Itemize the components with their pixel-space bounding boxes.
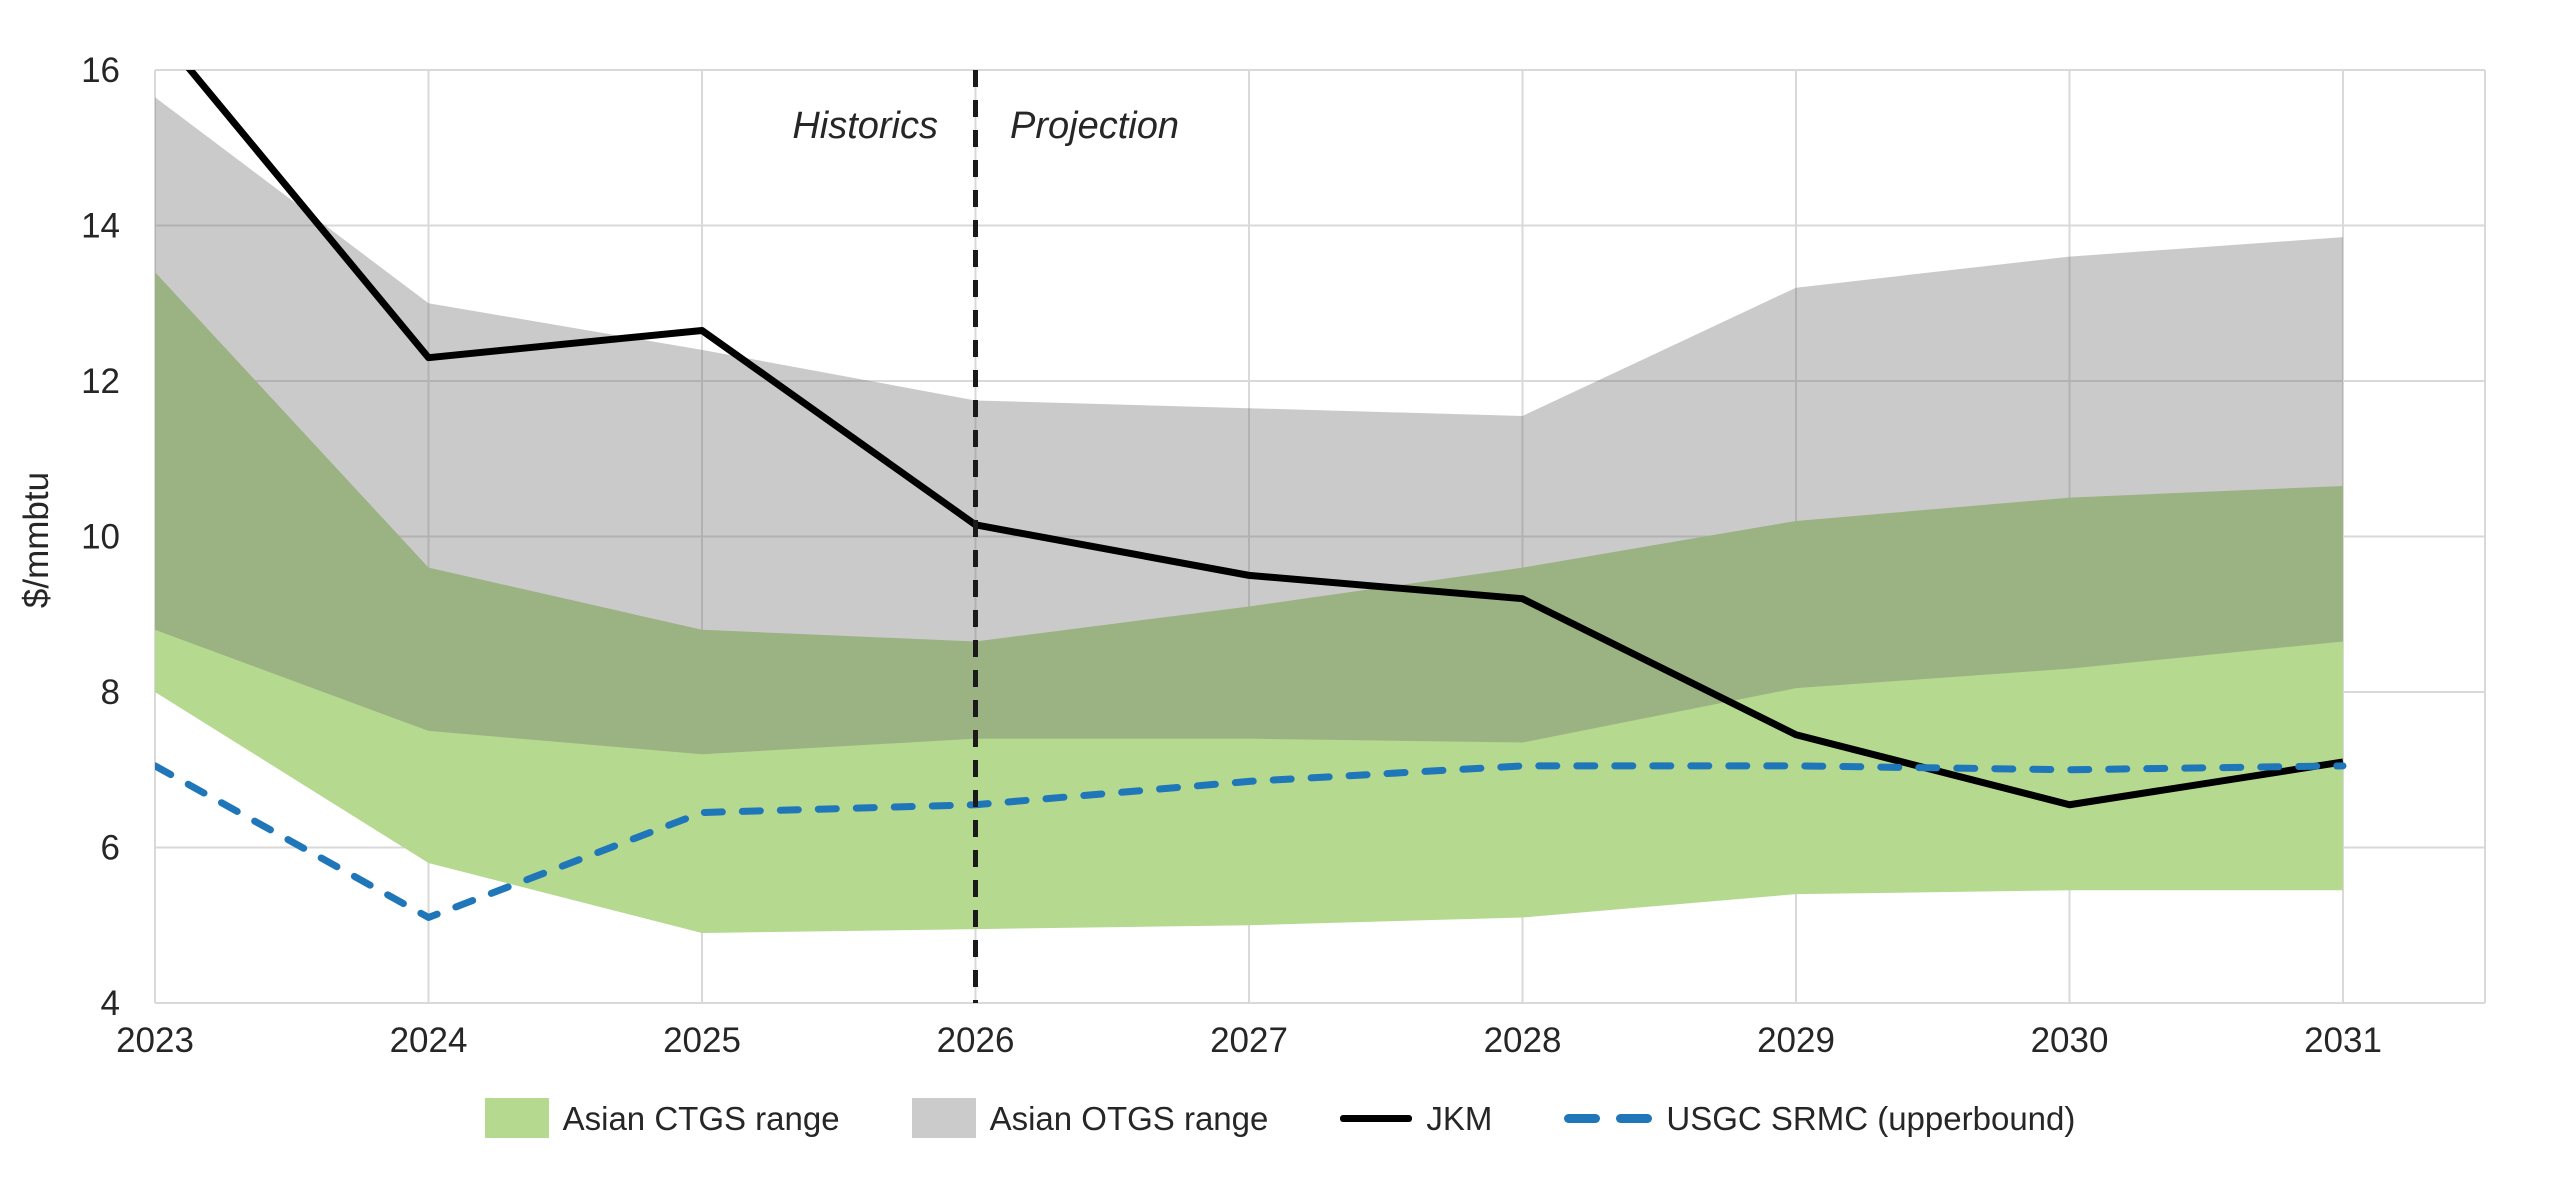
band-asian-otgs-range: [155, 97, 2343, 755]
historics-label: Historics: [792, 105, 938, 147]
legend: Asian CTGS range Asian OTGS range JKM USGC …: [0, 1090, 2560, 1146]
band-asian-ctgs-range: [155, 272, 2343, 934]
legend-dash: [1564, 1113, 1601, 1123]
legend-line-marker: [1340, 1114, 1413, 1122]
legend-label-asian-otgs-range: Asian OTGS range: [989, 1099, 1269, 1137]
legend-item-asian-otgs-range: Asian OTGS range: [911, 1098, 1269, 1138]
x-tick-label-2031: 2031: [2304, 1021, 2382, 1060]
y-tick-label-10: 10: [81, 518, 120, 557]
y-axis-title: $/mmbtu: [17, 472, 56, 608]
legend-dashed-marker: [1564, 1113, 1653, 1123]
projection-label: Projection: [1010, 105, 1179, 147]
legend-label-usgc-srmc-upperbound: USGC SRMC (upperbound): [1666, 1099, 2076, 1137]
y-tick-label-12: 12: [81, 362, 120, 401]
x-tick-label-2026: 2026: [937, 1021, 1015, 1060]
legend-label-asian-ctgs-range: Asian CTGS range: [562, 1099, 840, 1137]
y-tick-label-14: 14: [81, 207, 120, 246]
legend-label-jkm: JKM: [1426, 1099, 1493, 1137]
x-tick-label-2029: 2029: [1757, 1021, 1835, 1060]
y-tick-label-4: 4: [101, 984, 120, 1023]
legend-swatch-asian-otgs-range: [911, 1098, 976, 1138]
y-tick-label-6: 6: [101, 829, 120, 868]
line-jkm: [185, 70, 2344, 809]
series-lines: [155, 70, 2347, 921]
line-usgc-srmc-upperbound: [155, 762, 2347, 921]
legend-item-jkm: JKM: [1340, 1102, 1492, 1135]
legend-swatch-asian-ctgs-range: [484, 1098, 549, 1138]
y-tick-label-16: 16: [81, 51, 120, 90]
x-tick-label-2024: 2024: [390, 1021, 468, 1060]
axis-tick-labels: 4 6 8 10 12 14 16 2023 2024 2025 2026 2027 2028 2029 2…: [81, 51, 2382, 1060]
y-tick-label-8: 8: [101, 673, 120, 712]
bands: [155, 97, 2343, 934]
x-tick-label-2028: 2028: [1484, 1021, 1562, 1060]
x-tick-label-2027: 2027: [1210, 1021, 1288, 1060]
x-tick-label-2023: 2023: [116, 1021, 194, 1060]
legend-item-asian-ctgs-range: Asian CTGS range: [484, 1098, 840, 1138]
x-tick-label-2030: 2030: [2031, 1021, 2109, 1060]
x-tick-label-2025: 2025: [663, 1021, 741, 1060]
legend-item-usgc-srmc-upperbound: USGC SRMC (upperbound): [1564, 1102, 2075, 1135]
legend-dash: [1616, 1113, 1653, 1123]
